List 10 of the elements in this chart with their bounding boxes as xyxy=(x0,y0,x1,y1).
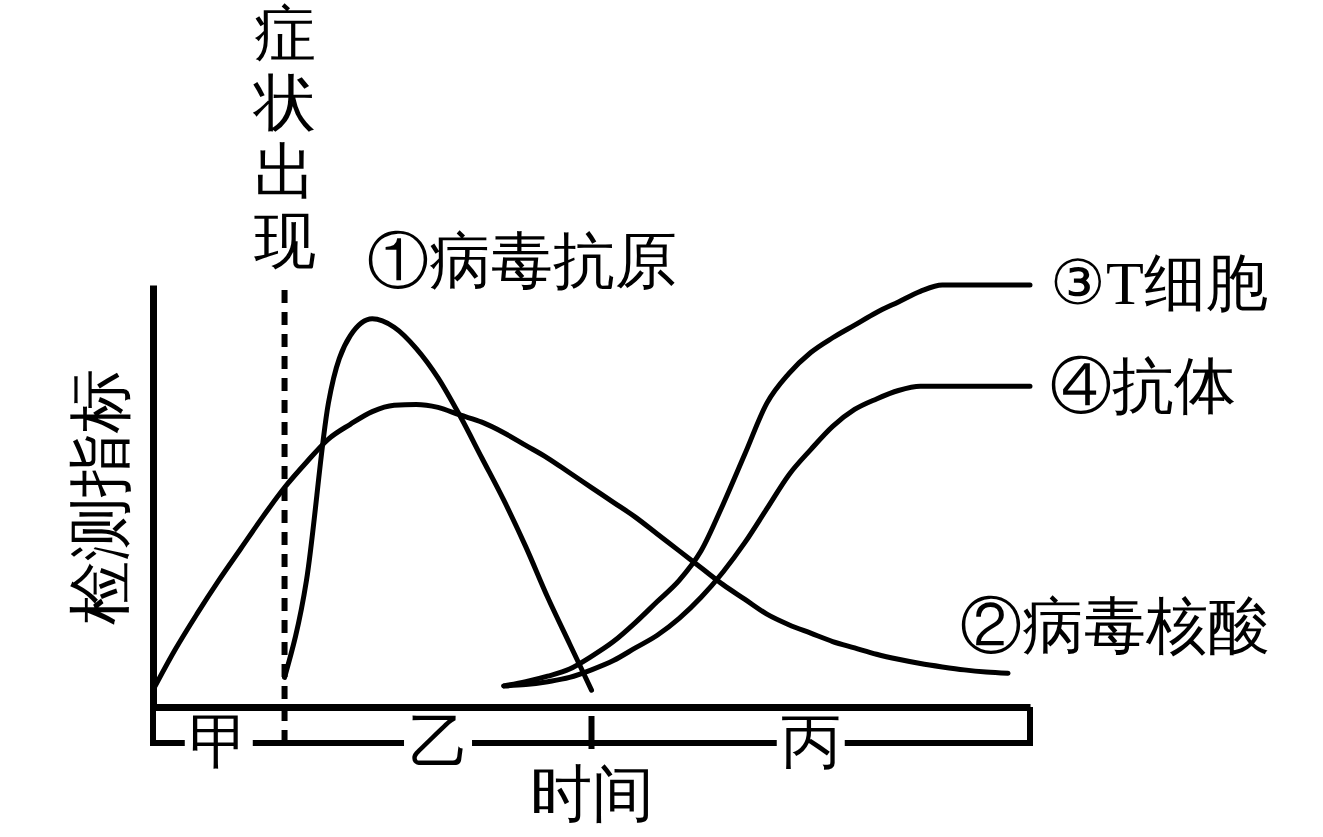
text: 症状出现 xyxy=(251,0,316,275)
series-label: ③T细胞 xyxy=(1050,249,1268,317)
series-label: ④抗体 xyxy=(1050,352,1236,421)
series-label: ②病毒核酸 xyxy=(960,592,1271,661)
series-label: ①病毒抗原 xyxy=(367,226,678,295)
y-axis-title: 检测指标 xyxy=(64,368,136,625)
x-tick-label: 丙 xyxy=(781,708,842,775)
x-tick-label: 乙 xyxy=(408,708,469,775)
x-axis-title: 时间 xyxy=(530,759,654,828)
x-tick-label: 甲 xyxy=(189,708,250,775)
